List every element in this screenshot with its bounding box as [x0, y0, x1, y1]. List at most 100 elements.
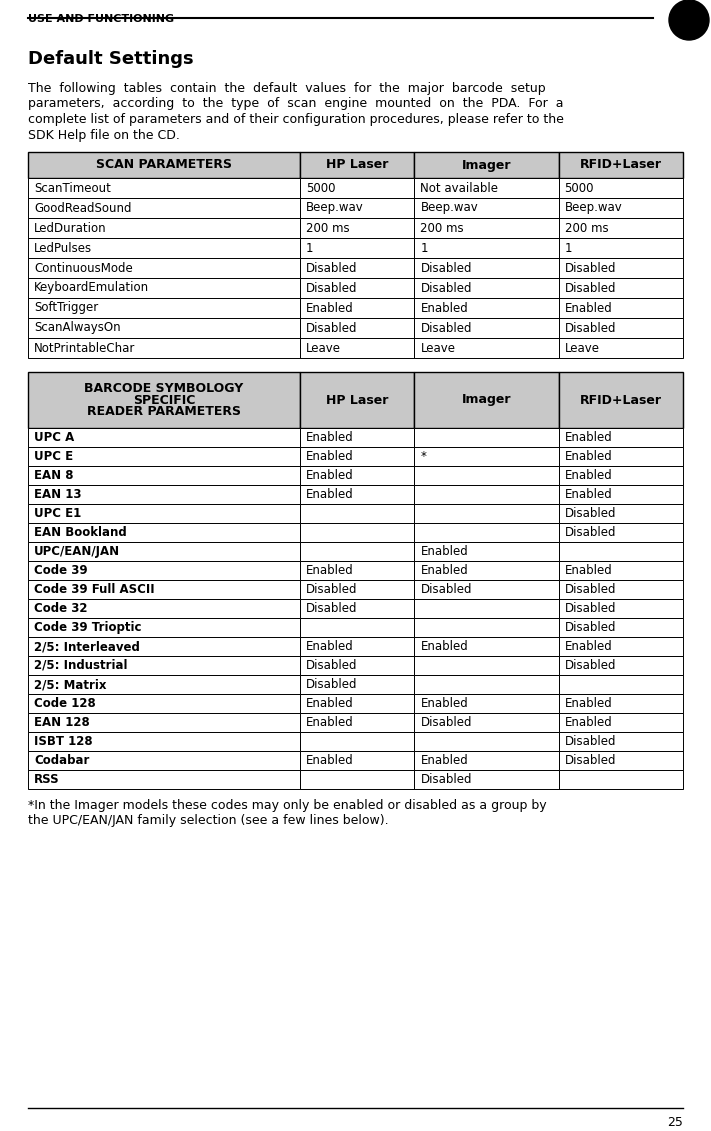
Bar — [559, 338, 683, 359]
Bar — [415, 297, 559, 318]
Bar — [559, 504, 683, 523]
Bar — [415, 523, 559, 542]
Bar — [300, 770, 415, 789]
Text: Enabled: Enabled — [306, 450, 353, 463]
Text: Disabled: Disabled — [306, 677, 358, 691]
Bar — [28, 297, 300, 318]
Text: Disabled: Disabled — [565, 321, 616, 335]
Bar — [300, 278, 415, 297]
Text: Enabled: Enabled — [420, 564, 469, 577]
Text: Leave: Leave — [306, 342, 341, 354]
Bar — [559, 694, 683, 713]
Text: SoftTrigger: SoftTrigger — [34, 302, 98, 314]
Text: SCAN PARAMETERS: SCAN PARAMETERS — [96, 158, 232, 172]
Text: ContinuousMode: ContinuousMode — [34, 261, 133, 275]
Text: NotPrintableChar: NotPrintableChar — [34, 342, 135, 354]
Text: Disabled: Disabled — [306, 659, 358, 672]
Text: Disabled: Disabled — [306, 321, 358, 335]
Bar — [300, 542, 415, 561]
Bar — [415, 656, 559, 675]
Text: complete list of parameters and of their configuration procedures, please refer : complete list of parameters and of their… — [28, 113, 564, 126]
Text: Enabled: Enabled — [306, 302, 353, 314]
Text: Disabled: Disabled — [306, 282, 358, 294]
Bar — [415, 542, 559, 561]
Text: Code 39 Trioptic: Code 39 Trioptic — [34, 621, 141, 634]
Text: Enabled: Enabled — [306, 564, 353, 577]
Text: ScanTimeout: ScanTimeout — [34, 181, 111, 195]
Bar — [559, 318, 683, 338]
Text: Disabled: Disabled — [565, 659, 616, 672]
Circle shape — [669, 0, 709, 40]
Bar — [28, 178, 300, 198]
Text: USE AND FUNCTIONING: USE AND FUNCTIONING — [28, 14, 174, 24]
Text: Disabled: Disabled — [565, 735, 616, 748]
Bar — [415, 428, 559, 447]
Bar — [415, 447, 559, 466]
Bar — [300, 338, 415, 359]
Bar — [559, 466, 683, 485]
Text: EAN Bookland: EAN Bookland — [34, 526, 127, 539]
Bar — [559, 485, 683, 504]
Bar — [300, 428, 415, 447]
Text: READER PARAMETERS: READER PARAMETERS — [87, 405, 241, 418]
Text: 1: 1 — [565, 242, 572, 254]
Bar — [300, 561, 415, 580]
Text: Enabled: Enabled — [306, 716, 353, 729]
Text: Code 128: Code 128 — [34, 697, 96, 710]
Text: Enabled: Enabled — [565, 564, 612, 577]
Text: EAN 128: EAN 128 — [34, 716, 90, 729]
Bar — [300, 198, 415, 218]
Bar — [415, 732, 559, 751]
Bar — [28, 523, 300, 542]
Bar — [300, 218, 415, 238]
Text: HP Laser: HP Laser — [326, 394, 388, 406]
Bar — [300, 238, 415, 258]
Text: ScanAlwaysOn: ScanAlwaysOn — [34, 321, 121, 335]
Bar — [415, 218, 559, 238]
Text: Code 39: Code 39 — [34, 564, 87, 577]
Bar — [28, 542, 300, 561]
Bar — [415, 258, 559, 278]
Bar — [300, 675, 415, 694]
Bar — [28, 152, 300, 178]
Bar — [415, 637, 559, 656]
Bar — [559, 523, 683, 542]
Text: UPC E1: UPC E1 — [34, 507, 81, 520]
Text: 1: 1 — [420, 242, 428, 254]
Text: Default Settings: Default Settings — [28, 50, 193, 68]
Text: Disabled: Disabled — [306, 261, 358, 275]
Bar — [28, 561, 300, 580]
Text: Disabled: Disabled — [565, 507, 616, 520]
Text: 200 ms: 200 ms — [565, 222, 608, 234]
Bar — [559, 599, 683, 618]
Bar — [415, 278, 559, 297]
Text: Disabled: Disabled — [565, 261, 616, 275]
Text: HP Laser: HP Laser — [326, 158, 388, 172]
Bar — [28, 278, 300, 297]
Bar — [300, 447, 415, 466]
Bar — [300, 372, 415, 428]
Bar — [559, 542, 683, 561]
Bar — [415, 466, 559, 485]
Bar — [300, 713, 415, 732]
Text: Code 32: Code 32 — [34, 602, 87, 615]
Text: RFID+Laser: RFID+Laser — [579, 394, 662, 406]
Bar — [415, 152, 559, 178]
Bar — [559, 198, 683, 218]
Text: RSS: RSS — [34, 772, 60, 786]
Text: LedPulses: LedPulses — [34, 242, 92, 254]
Text: Enabled: Enabled — [306, 487, 353, 501]
Bar — [415, 338, 559, 359]
Text: the UPC/EAN/JAN family selection (see a few lines below).: the UPC/EAN/JAN family selection (see a … — [28, 814, 389, 827]
Bar — [300, 732, 415, 751]
Text: Disabled: Disabled — [420, 716, 472, 729]
Bar — [28, 485, 300, 504]
Bar — [28, 218, 300, 238]
Bar — [28, 338, 300, 359]
Text: 200 ms: 200 ms — [306, 222, 349, 234]
Bar — [559, 656, 683, 675]
Text: Enabled: Enabled — [420, 545, 469, 558]
Text: EAN 13: EAN 13 — [34, 487, 82, 501]
Bar — [415, 178, 559, 198]
Text: Disabled: Disabled — [565, 621, 616, 634]
